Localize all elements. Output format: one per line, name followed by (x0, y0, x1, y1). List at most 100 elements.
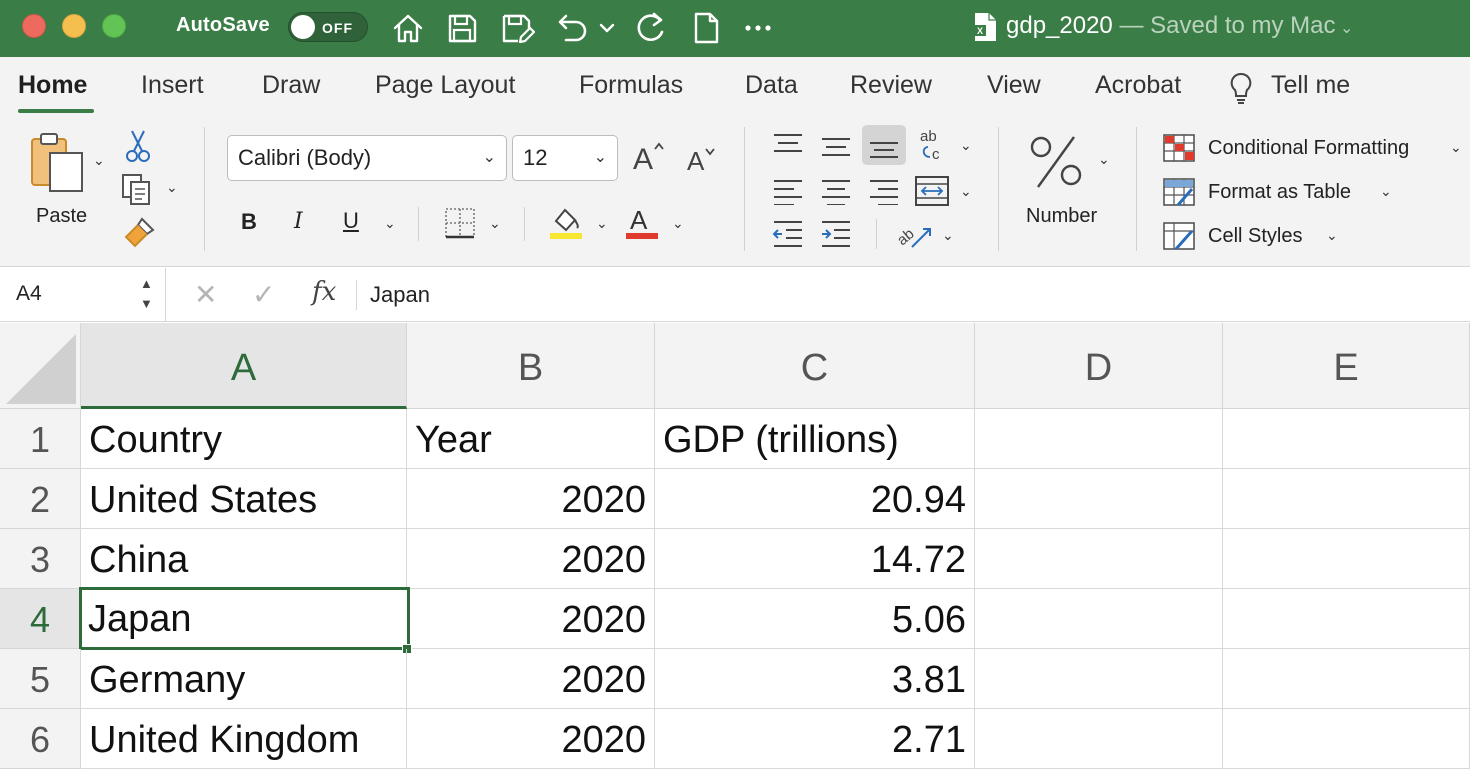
decrease-indent-icon[interactable] (772, 219, 804, 249)
cell-b2[interactable]: 2020 (407, 469, 655, 529)
cell-a4-selected[interactable]: Japan (79, 587, 410, 650)
cell-styles-dropdown-icon[interactable]: ⌄ (1326, 227, 1338, 243)
cell-a2[interactable]: United States (81, 469, 407, 529)
cell-d5[interactable] (975, 649, 1223, 709)
save-as-icon[interactable] (496, 8, 536, 48)
window-close-button[interactable] (22, 14, 46, 38)
orientation-icon[interactable]: ab (896, 217, 934, 251)
orientation-dropdown-icon[interactable]: ⌄ (942, 227, 954, 243)
tab-page-layout[interactable]: Page Layout (375, 71, 516, 99)
conditional-formatting-dropdown-icon[interactable]: ⌄ (1450, 139, 1462, 155)
merge-center-icon[interactable] (914, 175, 950, 207)
undo-icon[interactable] (552, 8, 592, 48)
column-header-b[interactable]: B (407, 323, 655, 409)
cell-e4[interactable] (1223, 589, 1470, 649)
align-center-icon[interactable] (820, 177, 852, 205)
cell-b6[interactable]: 2020 (407, 709, 655, 769)
align-middle-icon[interactable] (820, 133, 852, 161)
column-header-c[interactable]: C (655, 323, 975, 409)
cell-e6[interactable] (1223, 709, 1470, 769)
document-title[interactable]: gdp_2020 — Saved to my Mac ⌄ (1006, 12, 1353, 40)
cell-c3[interactable]: 14.72 (655, 529, 975, 589)
insert-function-button[interactable]: fx (312, 277, 337, 307)
font-name-select[interactable]: Calibri (Body) ⌄ (227, 135, 507, 181)
decrease-font-size-icon[interactable]: A (686, 143, 720, 175)
cell-c4[interactable]: 5.06 (655, 589, 975, 649)
cell-a6[interactable]: United Kingdom (81, 709, 407, 769)
tab-review[interactable]: Review (850, 71, 932, 99)
align-right-icon[interactable] (868, 177, 900, 205)
row-header[interactable]: 4 (0, 589, 81, 649)
autosave-toggle[interactable]: OFF (288, 12, 368, 42)
increase-font-size-icon[interactable]: A (632, 139, 668, 175)
format-as-table-dropdown-icon[interactable]: ⌄ (1380, 183, 1392, 199)
row-header[interactable]: 2 (0, 469, 81, 529)
cell-d1[interactable] (975, 409, 1223, 469)
conditional-formatting-icon[interactable] (1162, 133, 1196, 163)
format-as-table-icon[interactable] (1162, 177, 1196, 207)
cell-e2[interactable] (1223, 469, 1470, 529)
font-size-select[interactable]: 12 ⌄ (512, 135, 618, 181)
row-header[interactable]: 5 (0, 649, 81, 709)
fill-color-dropdown-icon[interactable]: ⌄ (596, 215, 608, 231)
cell-b1[interactable]: Year (407, 409, 655, 469)
cell-e3[interactable] (1223, 529, 1470, 589)
cell-d3[interactable] (975, 529, 1223, 589)
row-header[interactable]: 1 (0, 409, 81, 469)
tab-draw[interactable]: Draw (262, 71, 321, 99)
format-as-table-button[interactable]: Format as Table (1208, 181, 1352, 203)
new-doc-icon[interactable] (686, 8, 726, 48)
align-bottom-icon[interactable] (862, 125, 906, 165)
cell-c2[interactable]: 20.94 (655, 469, 975, 529)
cancel-edit-icon[interactable]: ✕ (194, 279, 218, 310)
column-header-d[interactable]: D (975, 323, 1223, 409)
align-top-icon[interactable] (772, 131, 804, 159)
borders-dropdown-icon[interactable]: ⌄ (489, 215, 501, 231)
cell-e5[interactable] (1223, 649, 1470, 709)
align-left-icon[interactable] (772, 177, 804, 205)
fill-handle[interactable] (402, 644, 412, 654)
cell-e1[interactable] (1223, 409, 1470, 469)
tab-tell-me[interactable]: Tell me (1271, 71, 1351, 99)
undo-dropdown-icon[interactable] (596, 8, 618, 48)
paste-dropdown-icon[interactable]: ⌄ (93, 152, 105, 168)
cell-d6[interactable] (975, 709, 1223, 769)
format-painter-icon[interactable] (122, 217, 156, 249)
percent-icon[interactable] (1028, 131, 1086, 193)
wrap-text-dropdown-icon[interactable]: ⌄ (960, 137, 972, 153)
wrap-text-icon[interactable]: ab c (918, 127, 954, 163)
underline-dropdown-icon[interactable]: ⌄ (384, 215, 396, 231)
save-icon[interactable] (442, 8, 482, 48)
merge-dropdown-icon[interactable]: ⌄ (960, 183, 972, 199)
name-box[interactable]: A4 ▲ ▼ (0, 268, 166, 322)
tab-insert[interactable]: Insert (141, 71, 204, 99)
cut-icon[interactable] (124, 129, 152, 163)
name-box-stepper-icon[interactable]: ▲ ▼ (140, 276, 153, 311)
tab-view[interactable]: View (987, 71, 1041, 99)
row-header[interactable]: 3 (0, 529, 81, 589)
formula-input[interactable]: Japan (370, 282, 430, 307)
cell-c1[interactable]: GDP (trillions) (655, 409, 975, 469)
tab-formulas[interactable]: Formulas (579, 71, 684, 99)
cell-b5[interactable]: 2020 (407, 649, 655, 709)
italic-button[interactable]: I (294, 209, 303, 234)
underline-button[interactable]: U (343, 208, 359, 233)
paste-button[interactable] (28, 131, 90, 197)
fill-color-icon[interactable] (548, 203, 584, 241)
tab-acrobat[interactable]: Acrobat (1095, 71, 1182, 99)
cell-c6[interactable]: 2.71 (655, 709, 975, 769)
cell-styles-button[interactable]: Cell Styles (1208, 225, 1303, 247)
tab-data[interactable]: Data (745, 71, 798, 99)
copy-dropdown-icon[interactable]: ⌄ (166, 179, 178, 195)
cell-b4[interactable]: 2020 (407, 589, 655, 649)
redo-icon[interactable] (630, 8, 670, 48)
cell-a1[interactable]: Country (81, 409, 407, 469)
number-format-dropdown-icon[interactable]: ⌄ (1098, 151, 1110, 167)
column-header-a[interactable]: A (81, 323, 407, 409)
cell-d2[interactable] (975, 469, 1223, 529)
cell-b3[interactable]: 2020 (407, 529, 655, 589)
tab-home[interactable]: Home (18, 71, 88, 99)
borders-icon[interactable] (444, 207, 476, 239)
home-icon[interactable] (388, 8, 428, 48)
conditional-formatting-button[interactable]: Conditional Formatting (1208, 137, 1410, 159)
